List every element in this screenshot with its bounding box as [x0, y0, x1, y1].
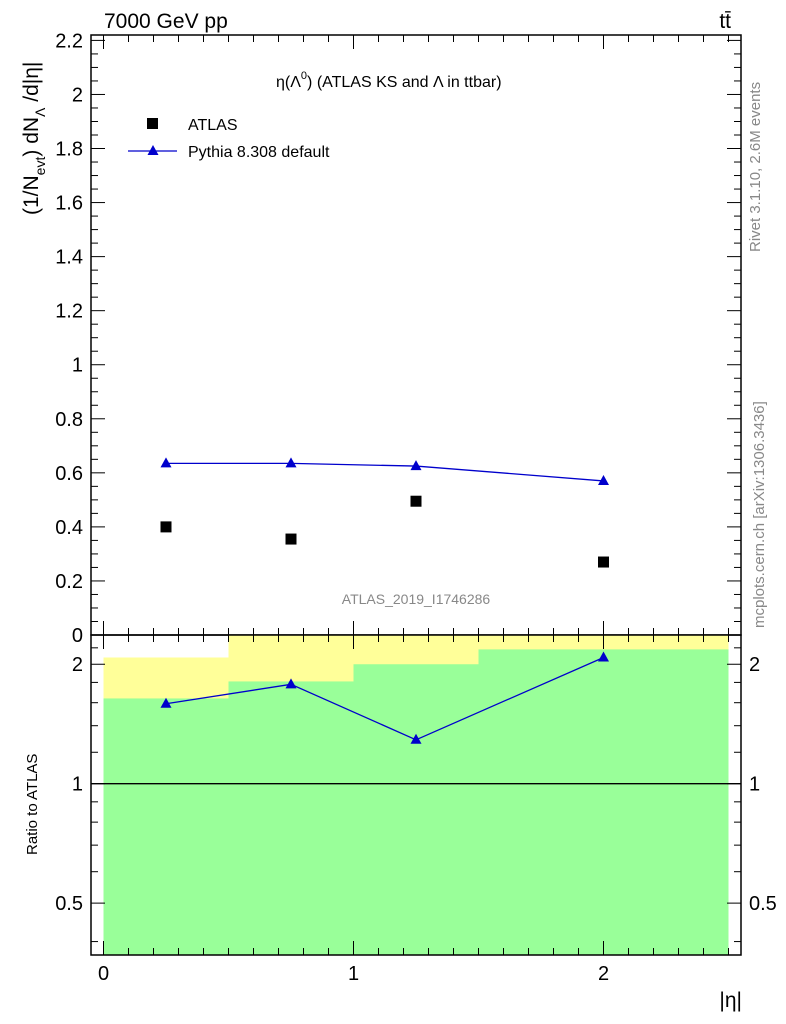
ratio-uncertainty-band-green — [103, 698, 229, 955]
atlas-data-point — [160, 521, 172, 533]
ratio-bands — [103, 635, 729, 955]
ratio-y-tick-label: 0.5 — [55, 893, 83, 915]
legend-atlas-label: ATLAS — [188, 117, 238, 134]
main-y-label-part3: /d|η| — [20, 62, 43, 108]
process-label: tt̄ — [719, 10, 731, 33]
atlas-data-point — [285, 533, 297, 545]
analysis-watermark: ATLAS_2019_I1746286 — [342, 591, 491, 607]
pythia-ratio-point — [410, 733, 422, 744]
plot-title-superscript: 0 — [301, 70, 307, 82]
main-series — [160, 457, 609, 568]
legend-pythia-marker — [147, 145, 159, 155]
x-axis-label: |η| — [719, 989, 742, 1012]
main-y-tick-label: 0.4 — [55, 517, 83, 539]
ratio-y-axis-label: Ratio to ATLAS — [24, 754, 41, 855]
pythia-ratio-point — [598, 651, 609, 662]
main-y-tick-label: 0.8 — [55, 409, 83, 431]
main-y-tick-label: 2 — [72, 84, 83, 106]
ratio-uncertainty-band-green — [478, 649, 729, 955]
atlas-data-point — [410, 495, 422, 507]
ratio-y-tick-label-right: 2 — [749, 654, 760, 676]
main-y-tick-label: 1.2 — [55, 301, 83, 323]
main-y-tick-label: 1.6 — [55, 193, 83, 215]
main-y-tick-label: 1 — [72, 355, 83, 377]
ratio-y-tick-label-right: 1 — [749, 774, 760, 796]
main-y-tick-label: 1.8 — [55, 139, 83, 161]
main-y-tick-label: 0.2 — [55, 571, 83, 593]
pythia-data-point — [598, 474, 609, 485]
main-y-label-sub2: Λ — [32, 107, 48, 117]
main-y-tick-label: 0.6 — [55, 463, 83, 485]
main-y-label-sub1: evt — [32, 157, 48, 176]
plot-title: η(Λ0) (ATLAS KS and Λ in ttbar) — [276, 70, 502, 91]
main-y-label-part2: ) dN — [20, 117, 43, 157]
main-y-tick-label: 1.4 — [55, 247, 83, 269]
main-y-axis: 0 0.2 0.4 0.6 0.8 1 1.2 1.4 1.6 1.8 2 2.2 — [55, 30, 741, 647]
ratio-y-tick-label-right: 0.5 — [749, 893, 777, 915]
ratio-y-tick-label: 1 — [72, 774, 83, 796]
main-y-tick-label: 2.2 — [55, 30, 83, 52]
x-tick-label: 2 — [598, 963, 609, 985]
x-tick-label: 1 — [348, 963, 359, 985]
plot-title-part-b: ) (ATLAS KS and Λ in ttbar) — [307, 74, 501, 91]
x-tick-label: 0 — [98, 963, 109, 985]
legend: ATLAS Pythia 8.308 default — [128, 117, 330, 161]
main-y-label-part1: (1/N — [20, 175, 43, 215]
pythia-ratio-point — [160, 697, 172, 708]
mcplots-label: mcplots.cern.ch [arXiv:1306.3436] — [751, 401, 768, 628]
pythia-data-point — [160, 457, 172, 468]
pythia-data-point — [410, 460, 422, 471]
ratio-y-tick-label: 2 — [72, 654, 83, 676]
pythia-data-point — [285, 457, 297, 468]
energy-label: 7000 GeV pp — [104, 10, 228, 33]
legend-atlas-marker — [147, 118, 158, 129]
main-x-ticks — [103, 35, 729, 635]
ratio-x-axis: 0 1 2 — [98, 635, 729, 985]
plot-title-part-a: η(Λ — [276, 74, 301, 91]
ratio-uncertainty-band-green — [228, 681, 354, 955]
atlas-data-point — [598, 556, 609, 568]
ratio-uncertainty-band-green — [353, 664, 479, 955]
ratio-y-axis: 0.5 0.5 1 1 2 2 — [55, 647, 777, 943]
ratio-panel: 0.5 0.5 1 1 2 2 0 1 2 Ratio to ATLAS |η| — [24, 634, 777, 1012]
ratio-series — [160, 651, 609, 744]
pythia-ratio-line — [165, 656, 604, 741]
rivet-label: Rivet 3.1.10, 2.6M events — [747, 82, 764, 252]
main-y-axis-label: (1/Nevt) dNΛ /d|η| — [20, 62, 48, 215]
pythia-line — [166, 462, 604, 482]
pythia-ratio-point — [285, 678, 297, 689]
main-panel: 00.20.40.60.811.21.41.61.822.2 η(Λ0) (AT… — [20, 30, 742, 647]
legend-pythia-label: Pythia 8.308 default — [188, 144, 330, 161]
ratio-frame — [90, 634, 742, 956]
main-y-tick-label: 0 — [72, 625, 83, 647]
